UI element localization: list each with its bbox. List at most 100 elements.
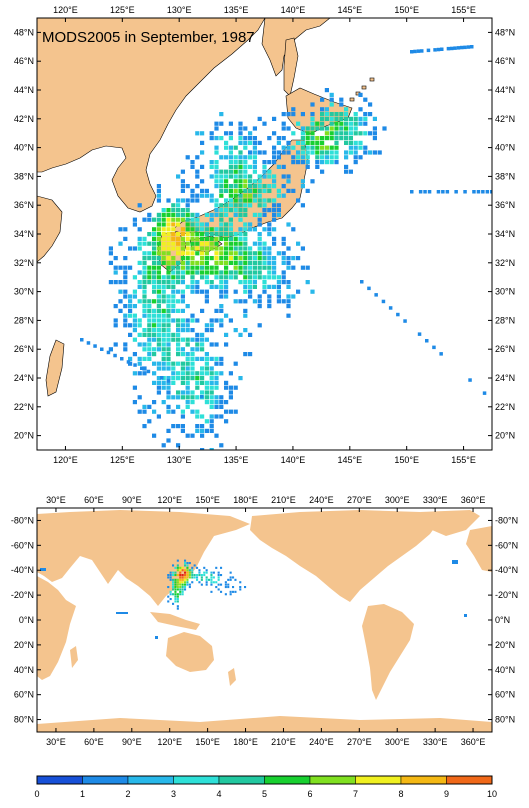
observation-cell [353, 145, 358, 150]
observation-cell [281, 126, 286, 131]
observation-cell [184, 569, 187, 572]
observation-cell [252, 270, 257, 275]
observation-cell [243, 136, 248, 141]
observation-cell [305, 140, 310, 145]
observation-cell [113, 353, 117, 358]
observation-cell [204, 188, 209, 193]
observation-cell [348, 121, 353, 126]
observation-cell [224, 203, 229, 208]
observation-cell [204, 236, 209, 241]
observation-cell [137, 361, 142, 366]
observation-cell [200, 342, 205, 347]
observation-cell [262, 284, 267, 289]
observation-cell [214, 265, 219, 270]
observation-cell [353, 150, 358, 155]
regional-x-tick-bottom: 140°E [281, 455, 306, 465]
global-x-tick-bottom: 180°E [233, 737, 258, 747]
observation-cell [200, 251, 205, 256]
observation-cell [238, 227, 243, 232]
observation-cell [166, 328, 171, 333]
observation-cell [176, 390, 181, 395]
observation-cell [217, 583, 220, 586]
observation-cell [472, 190, 476, 194]
observation-cell [156, 347, 161, 352]
observation-cell [267, 174, 272, 179]
observation-cell [179, 566, 182, 569]
observation-cell [214, 270, 219, 275]
observation-cell [305, 160, 310, 165]
observation-cell [156, 304, 161, 309]
observation-cell [190, 222, 195, 227]
observation-cell [272, 198, 277, 203]
observation-cell [147, 342, 152, 347]
observation-cell [436, 190, 441, 194]
observation-cell [161, 280, 166, 285]
observation-cell [344, 116, 349, 121]
observation-cell [224, 342, 229, 347]
observation-cell [142, 236, 147, 241]
observation-cell [166, 265, 171, 270]
observation-cell [224, 246, 229, 251]
observation-cell [166, 299, 171, 304]
observation-cell [214, 356, 219, 361]
observation-cell [180, 409, 185, 414]
observation-cell [204, 299, 209, 304]
observation-cell [267, 256, 272, 261]
observation-cell [214, 256, 219, 261]
observation-cell [296, 289, 301, 294]
global-map: 30°E30°E60°E60°E90°E90°E120°E120°E150°E1… [11, 495, 518, 747]
observation-cell [186, 566, 189, 569]
observation-cell [320, 169, 325, 174]
observation-cell [196, 574, 199, 577]
observation-cell [358, 145, 363, 150]
observation-cell [329, 97, 334, 102]
observation-cell [215, 586, 218, 589]
observation-cell [179, 571, 182, 574]
observation-cell [238, 299, 243, 304]
observation-cell [219, 184, 224, 189]
observation-cell [147, 419, 152, 424]
observation-cell [300, 136, 305, 141]
observation-cell [200, 576, 203, 579]
observation-cell [436, 47, 441, 52]
observation-cell [272, 179, 277, 184]
observation-cell [252, 155, 257, 160]
observation-cell [234, 590, 237, 593]
observation-cell [169, 593, 172, 596]
observation-cell [228, 164, 233, 169]
observation-cell [174, 586, 177, 589]
observation-cell [272, 260, 277, 265]
observation-cell [224, 184, 229, 189]
observation-cell [214, 251, 219, 256]
observation-cell [132, 222, 137, 227]
observation-cell [209, 198, 214, 203]
observation-cell [209, 342, 214, 347]
observation-cell [180, 198, 185, 203]
observation-cell [353, 155, 358, 160]
observation-cell [320, 112, 325, 117]
regional-y-tick-right: 38°N [495, 171, 515, 181]
observation-cell [233, 184, 238, 189]
observation-cell [315, 136, 320, 141]
observation-cell [248, 227, 253, 232]
observation-cell [156, 193, 161, 198]
observation-cell [209, 212, 214, 217]
observation-cell [219, 289, 224, 294]
observation-cell [276, 289, 281, 294]
global-x-tick-top: 330°E [423, 495, 448, 505]
observation-cell [152, 227, 157, 232]
observation-cell [257, 323, 262, 328]
observation-cell [172, 593, 175, 596]
observation-cell [262, 260, 267, 265]
observation-cell [176, 342, 181, 347]
observation-cell [228, 198, 233, 203]
observation-cell [382, 126, 387, 131]
observation-cell [152, 275, 157, 280]
observation-cell [324, 155, 329, 160]
observation-cell [248, 131, 253, 136]
observation-cell [257, 304, 262, 309]
observation-cell [224, 275, 229, 280]
observation-cell [276, 155, 281, 160]
observation-cell [166, 428, 171, 433]
regional-y-tick-left: 40°N [14, 143, 34, 153]
